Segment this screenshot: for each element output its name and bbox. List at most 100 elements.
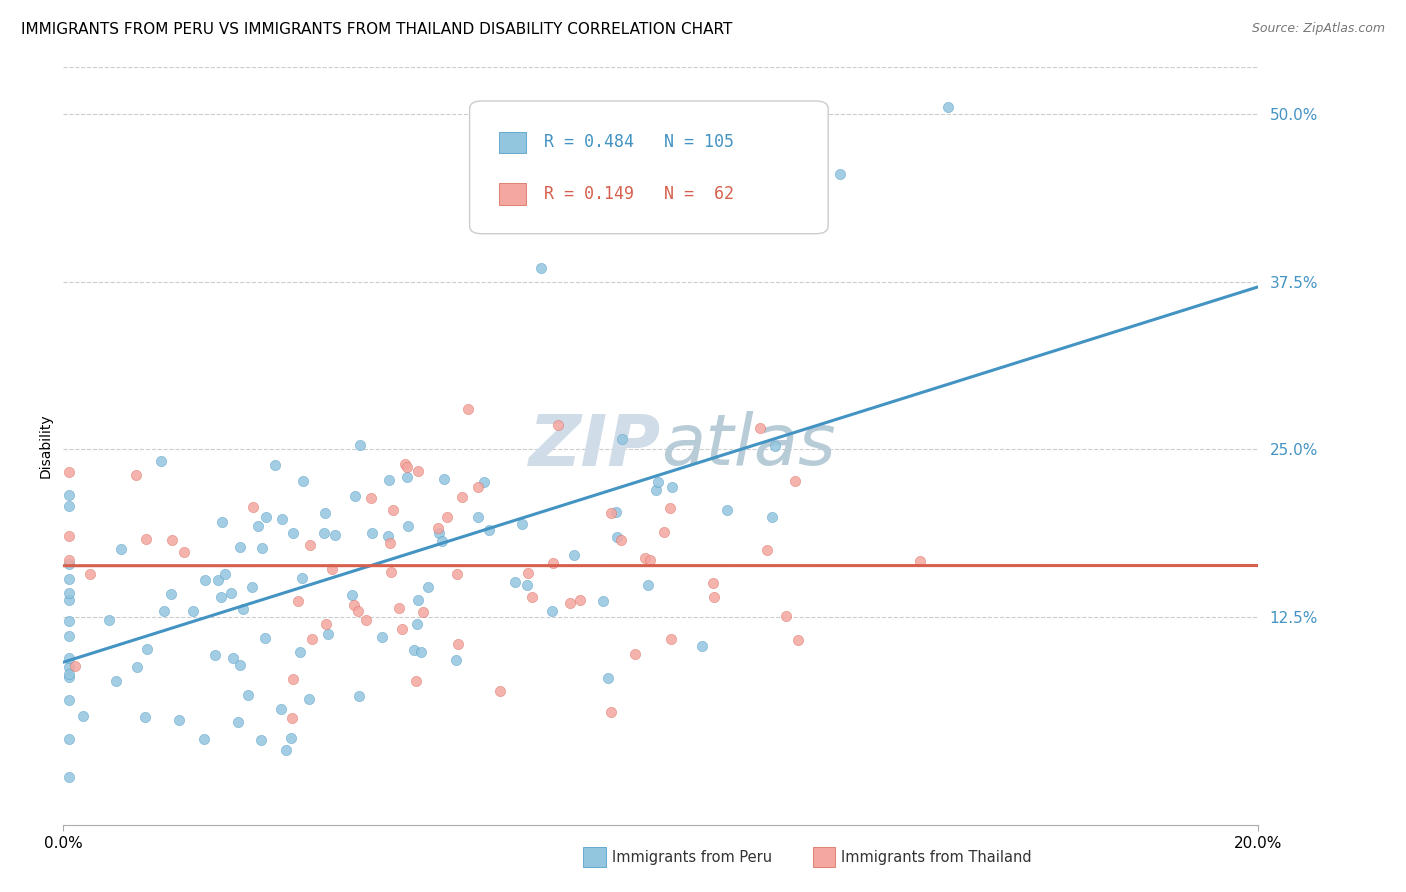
Text: IMMIGRANTS FROM PERU VS IMMIGRANTS FROM THAILAND DISABILITY CORRELATION CHART: IMMIGRANTS FROM PERU VS IMMIGRANTS FROM … xyxy=(21,22,733,37)
Point xyxy=(522,590,544,604)
Point xyxy=(181,604,204,618)
Point xyxy=(787,633,810,648)
Point xyxy=(58,553,80,567)
Point xyxy=(344,489,367,503)
Point xyxy=(830,167,852,181)
Point xyxy=(58,629,80,643)
Point xyxy=(250,541,273,555)
Point xyxy=(488,683,510,698)
Point xyxy=(58,651,80,665)
Point xyxy=(349,438,371,452)
Point xyxy=(321,562,343,576)
Point xyxy=(716,503,738,517)
Point xyxy=(427,521,450,535)
Point xyxy=(562,548,585,562)
Point xyxy=(416,580,439,594)
Point xyxy=(291,475,314,489)
Point xyxy=(135,533,157,547)
Point xyxy=(761,509,783,524)
Point xyxy=(263,458,285,472)
Point xyxy=(530,261,553,276)
Point xyxy=(755,543,778,558)
Point xyxy=(153,605,176,619)
Point xyxy=(609,533,631,548)
Point xyxy=(516,578,538,592)
Point xyxy=(283,672,305,686)
Point xyxy=(98,613,121,627)
Point xyxy=(763,439,786,453)
Point xyxy=(253,632,276,646)
Point xyxy=(406,617,429,632)
Point xyxy=(105,673,128,688)
Point xyxy=(280,731,302,746)
Point xyxy=(242,500,264,514)
Point xyxy=(378,536,401,550)
Point xyxy=(592,594,614,608)
Point xyxy=(612,432,634,446)
Point xyxy=(250,733,273,747)
Point xyxy=(226,715,249,730)
Point xyxy=(679,214,702,228)
Point xyxy=(58,770,80,784)
Point xyxy=(702,576,724,591)
Point xyxy=(605,505,627,519)
Point xyxy=(433,472,456,486)
Point xyxy=(110,542,132,557)
Point xyxy=(58,528,80,542)
Point xyxy=(624,647,647,661)
Point xyxy=(396,470,419,484)
Point xyxy=(467,480,489,494)
Point xyxy=(340,588,363,602)
Point xyxy=(207,573,229,587)
Point xyxy=(446,567,468,582)
Point xyxy=(510,517,533,532)
Point xyxy=(467,509,489,524)
Point xyxy=(427,526,450,541)
Point xyxy=(79,566,101,581)
Point xyxy=(160,587,183,601)
Point xyxy=(315,617,337,632)
Point xyxy=(659,632,682,646)
Point xyxy=(246,519,269,533)
Point xyxy=(652,525,675,540)
Point xyxy=(606,530,628,544)
Point xyxy=(748,421,770,435)
Point xyxy=(58,488,80,502)
Point xyxy=(394,457,416,471)
Point xyxy=(644,483,666,498)
Point xyxy=(236,689,259,703)
Point xyxy=(360,526,382,541)
Point xyxy=(211,515,233,529)
Point xyxy=(323,528,346,542)
Point xyxy=(299,538,322,552)
FancyBboxPatch shape xyxy=(499,183,526,205)
Point xyxy=(58,666,80,681)
Point xyxy=(58,557,80,571)
Point xyxy=(343,598,366,612)
Point xyxy=(281,525,304,540)
Point xyxy=(600,705,623,719)
Point xyxy=(347,604,370,618)
Point xyxy=(409,645,432,659)
Point xyxy=(127,660,149,674)
Point xyxy=(381,503,404,517)
Point xyxy=(775,609,797,624)
Point xyxy=(58,660,80,674)
Point xyxy=(232,602,254,616)
Text: atlas: atlas xyxy=(661,411,835,481)
Point xyxy=(547,417,569,432)
Point xyxy=(517,566,540,580)
Point xyxy=(347,689,370,703)
Point xyxy=(316,627,339,641)
Point xyxy=(271,512,294,526)
Point xyxy=(472,475,495,489)
Point xyxy=(378,473,401,487)
Text: ZIP: ZIP xyxy=(529,411,661,481)
Point xyxy=(444,653,467,667)
Point xyxy=(703,591,725,605)
Point xyxy=(447,636,470,650)
Point xyxy=(287,594,309,608)
Point xyxy=(457,402,479,417)
Point xyxy=(58,499,80,513)
FancyBboxPatch shape xyxy=(499,132,526,153)
